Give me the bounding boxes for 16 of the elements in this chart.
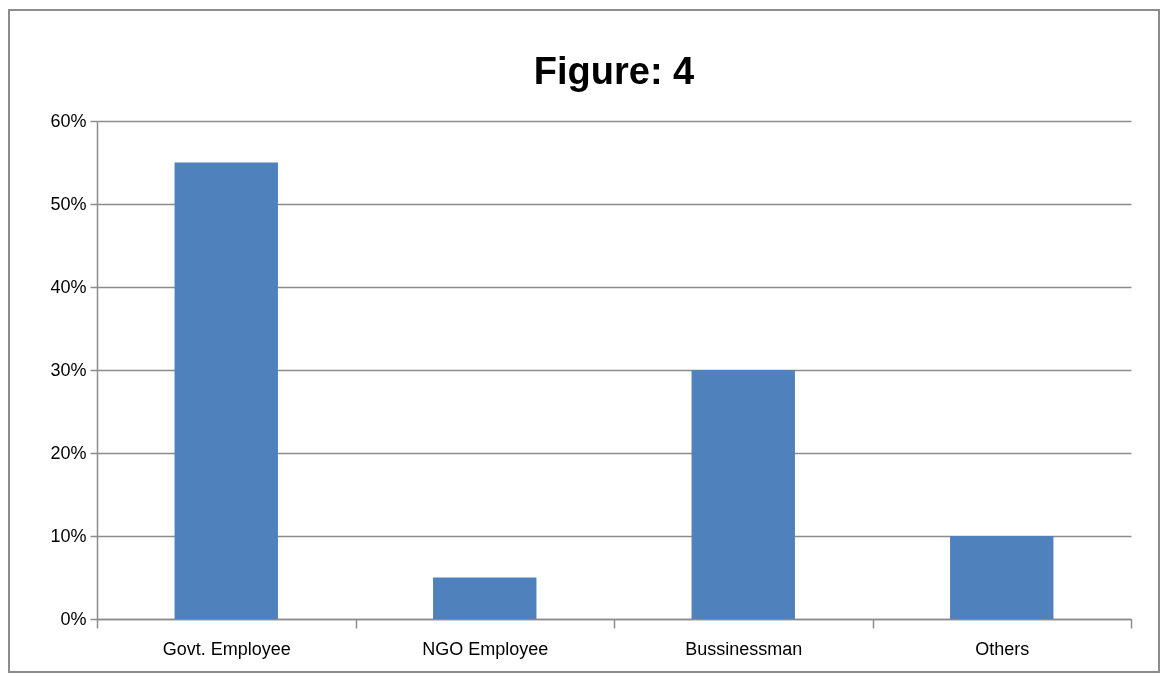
x-tick-label: NGO Employee	[422, 638, 549, 659]
y-tick-label: 40%	[50, 276, 87, 297]
x-tick-label: Others	[975, 638, 1030, 659]
y-tick-label: 60%	[50, 110, 87, 131]
chart-title: Figure: 4	[533, 50, 695, 92]
bar	[950, 536, 1054, 619]
y-tick-label: 30%	[50, 359, 87, 380]
x-tick-label: Bussinessman	[685, 638, 803, 659]
y-tick-label: 10%	[50, 525, 87, 546]
y-tick-label: 20%	[50, 442, 87, 463]
bar	[691, 370, 795, 619]
bar	[174, 162, 278, 619]
y-tick-label: 0%	[60, 608, 87, 629]
bar	[433, 577, 537, 619]
x-tick-label: Govt. Employee	[162, 638, 291, 659]
y-tick-label: 50%	[50, 193, 87, 214]
